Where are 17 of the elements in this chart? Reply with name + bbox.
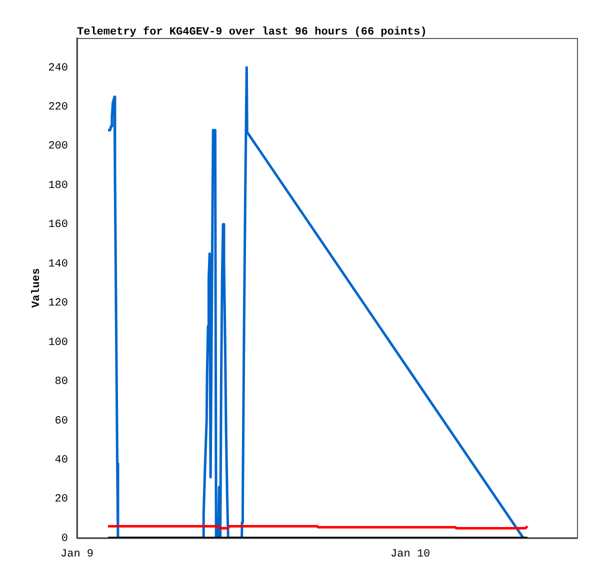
y-tick-label: 60 [54,415,68,428]
y-tick-label: 0 [61,532,68,545]
chart-title: Telemetry for KG4GEV-9 over last 96 hours (66 points) [77,25,427,38]
y-tick-label: 200 [48,140,68,153]
y-tick-label: 100 [48,336,68,349]
y-axis-title: Values [30,268,43,308]
y-tick-label: 40 [54,454,68,466]
y-tick-label: 120 [48,298,68,310]
y-tick-label: 140 [48,258,68,270]
y-tick-label: 180 [48,180,68,192]
y-tick-label: 220 [48,102,68,114]
x-tick-label: Jan 9 [60,548,94,561]
x-tick-label: Jan 10 [390,548,430,561]
y-tick-label: 240 [48,62,68,74]
y-tick-label: 160 [48,219,68,232]
y-tick-label: 80 [54,376,68,388]
y-tick-label: 20 [54,494,68,506]
